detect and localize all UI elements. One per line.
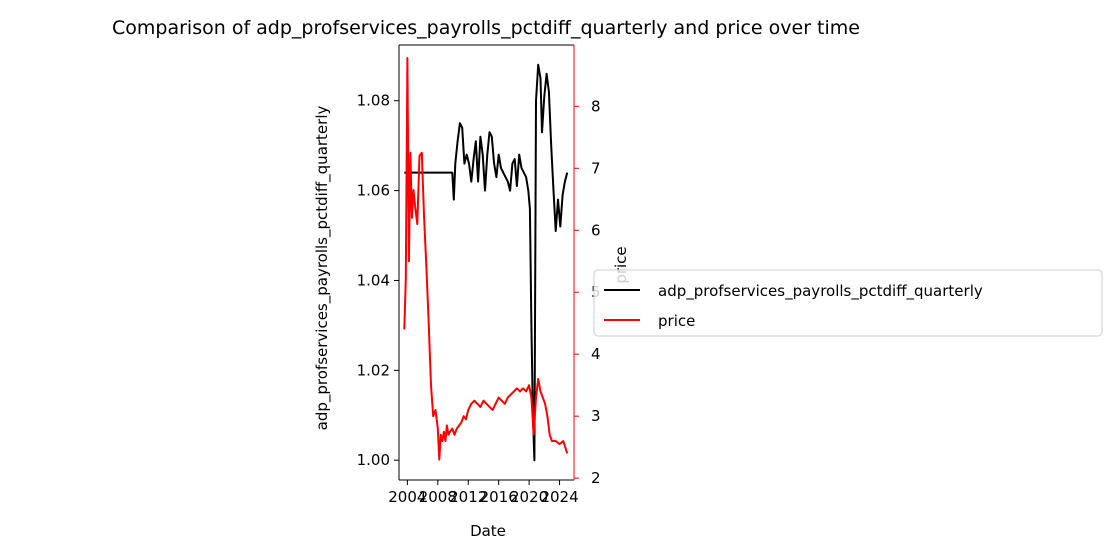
x-tick-label: 2016 xyxy=(480,488,518,506)
legend-label-price: price xyxy=(658,312,695,330)
y-left-tick-label: 1.08 xyxy=(357,92,390,110)
x-tick-label: 2012 xyxy=(449,488,487,506)
y-right-tick-label: 7 xyxy=(591,159,601,177)
series-line-0 xyxy=(404,63,569,462)
y-right-tick-label: 4 xyxy=(591,345,601,363)
legend-label-adp: adp_profservices_payrolls_pctdiff_quarte… xyxy=(658,282,983,301)
legend: adp_profservices_payrolls_pctdiff_quarte… xyxy=(593,269,1103,337)
x-tick-label: 2024 xyxy=(540,488,578,506)
series-layer xyxy=(403,57,569,462)
y-axis-left-label: adp_profservices_payrolls_pctdiff_quarte… xyxy=(313,106,332,431)
x-tick-label: 2008 xyxy=(419,488,457,506)
y-left-tick-label: 1.02 xyxy=(357,361,390,379)
y-right-tick-label: 8 xyxy=(591,97,601,115)
legend-box xyxy=(593,269,1103,337)
y-left-tick-label: 1.00 xyxy=(357,451,390,469)
y-right-tick-label: 2 xyxy=(591,469,601,487)
x-tick-label: 2020 xyxy=(510,488,548,506)
series-line-1 xyxy=(403,57,569,461)
y-left-tick-label: 1.06 xyxy=(357,182,390,200)
y-right-tick-label: 3 xyxy=(591,407,601,425)
y-left-tick-label: 1.04 xyxy=(357,271,390,289)
x-tick-label: 2004 xyxy=(388,488,426,506)
y-right-tick-label: 6 xyxy=(591,221,601,239)
chart-title: Comparison of adp_profservices_payrolls_… xyxy=(112,17,860,39)
x-axis-label: Date xyxy=(470,522,506,540)
